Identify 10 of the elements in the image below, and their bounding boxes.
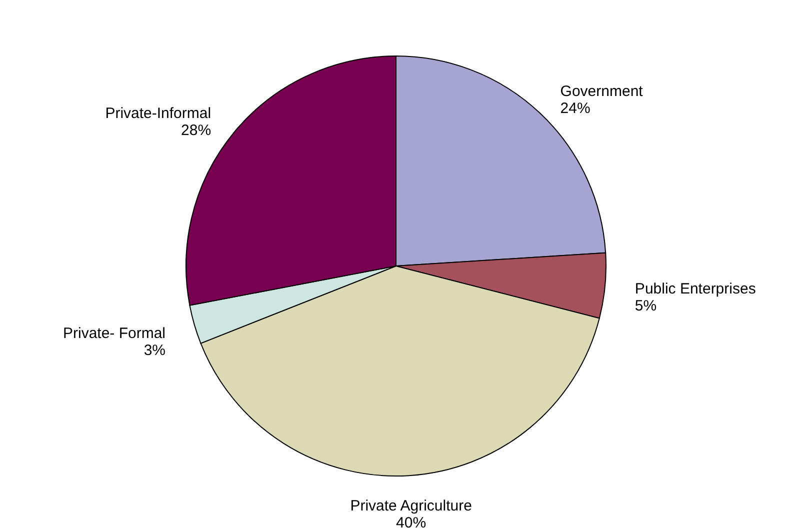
slice-label: Private-Informal [105,105,212,122]
slice-label: Government [560,83,644,100]
data-label: 40% [396,514,426,532]
slice-label: Private- Formal [63,324,166,342]
data-label: 24% [560,100,590,118]
data-label: 28% [181,122,212,140]
slice-label: Private Agriculture [350,498,472,515]
slice-label: Public Enterprises [634,280,756,298]
data-label: 3% [144,342,166,359]
data-label: 5% [634,298,657,315]
